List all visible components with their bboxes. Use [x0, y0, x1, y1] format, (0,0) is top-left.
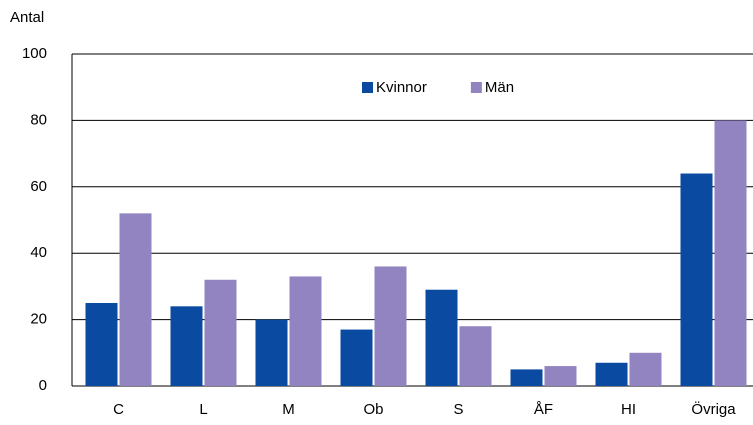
y-tick-label: 80 — [30, 111, 47, 128]
bar — [255, 319, 288, 386]
bar — [340, 329, 373, 386]
bar — [119, 213, 152, 386]
bar — [544, 366, 577, 386]
bar — [85, 303, 118, 386]
x-tick-label: S — [453, 401, 463, 418]
x-tick-label: L — [199, 401, 207, 418]
x-tick-label: Ob — [363, 401, 383, 418]
y-axis-label: Antal — [10, 9, 44, 26]
bar — [204, 279, 237, 386]
y-tick-label: 40 — [30, 244, 47, 261]
bar — [289, 276, 322, 386]
y-tick-label: 0 — [39, 377, 47, 394]
x-tick-label: ÅF — [534, 401, 553, 418]
legend-swatch — [362, 82, 373, 93]
bar — [170, 306, 203, 386]
bar — [459, 326, 492, 386]
x-tick-label: C — [113, 401, 124, 418]
bar — [629, 352, 662, 386]
bar — [425, 289, 458, 386]
x-tick-label: Övriga — [691, 400, 736, 418]
bar — [595, 362, 628, 386]
y-tick-label: 60 — [30, 178, 47, 195]
legend-label: Kvinnor — [376, 79, 427, 96]
x-tick-label: M — [282, 401, 295, 418]
y-tick-label: 20 — [30, 311, 47, 328]
bar — [714, 120, 747, 387]
x-tick-label: HI — [621, 401, 636, 418]
bar — [510, 369, 543, 386]
bar — [374, 266, 407, 386]
legend-swatch — [470, 82, 482, 93]
bar — [680, 173, 713, 386]
y-tick-label: 100 — [22, 45, 47, 62]
legend-label: Män — [485, 79, 514, 96]
